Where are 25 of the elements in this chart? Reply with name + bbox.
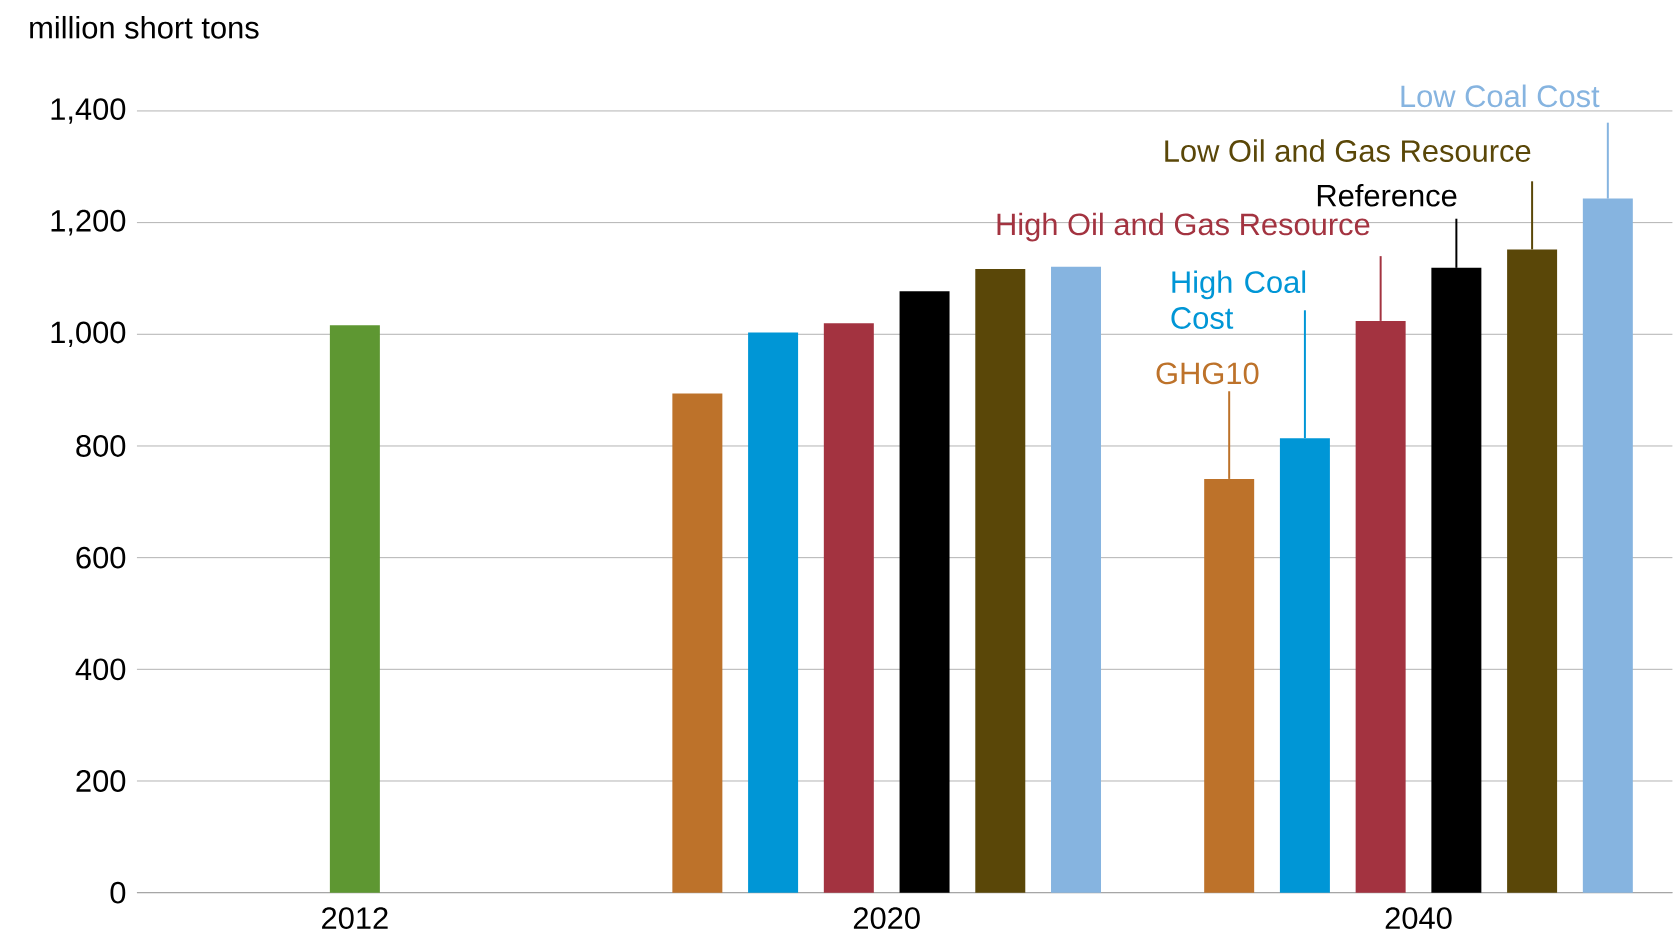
- text: Low Coal Cost: [1401, 84, 1600, 108]
- x-tick-label: 2012: [322, 907, 388, 930]
- y-tick-label: 600: [76, 546, 126, 569]
- y-tick-label: 800: [76, 435, 126, 458]
- y-tick-label: 200: [76, 770, 126, 793]
- bar: [329, 325, 380, 893]
- bar: [899, 291, 950, 893]
- y-tick-label: 1,400: [51, 98, 126, 124]
- bar: [1051, 266, 1102, 893]
- y-tick-label: 400: [75, 658, 126, 681]
- x-tick-label: 2020: [853, 907, 920, 930]
- text: High Coal Cost: [1171, 270, 1306, 330]
- bar: [823, 323, 874, 893]
- text: GHG10: [1156, 362, 1259, 385]
- bar: [975, 269, 1026, 893]
- text: High Oil and Gas Resource: [997, 212, 1370, 242]
- y-tick-label: 0: [110, 881, 126, 904]
- y-tick-label: 1,000: [51, 321, 126, 348]
- y-tick-label: 1,200: [51, 210, 126, 236]
- series-label: Reference: [1317, 184, 1457, 207]
- bar: [748, 332, 799, 893]
- bar: [672, 393, 723, 893]
- text: Low Oil and Gas Resource: [1165, 139, 1531, 163]
- x-tick-label: 2040: [1385, 907, 1452, 930]
- y-axis-title: million short tons: [30, 16, 259, 39]
